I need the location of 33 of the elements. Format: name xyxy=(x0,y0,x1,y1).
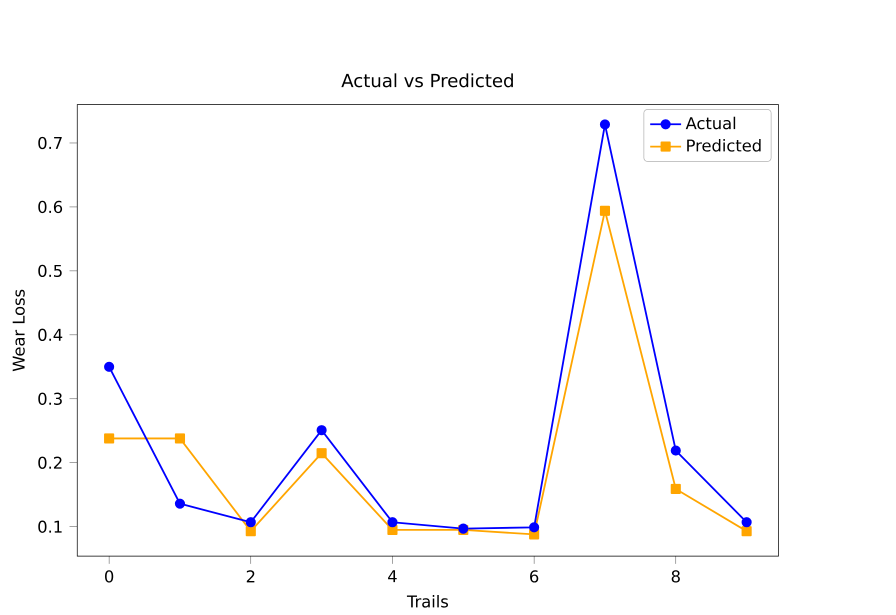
y-tick-label: 0.1 xyxy=(38,520,62,533)
y-tick-label: 0.2 xyxy=(38,456,62,469)
y-tick-label: 0.6 xyxy=(38,200,62,213)
point xyxy=(104,433,114,444)
point xyxy=(174,433,186,444)
point xyxy=(174,498,186,509)
y-tick-label: 0.4 xyxy=(38,328,62,341)
y-tick-label: 0.3 xyxy=(38,392,62,405)
point xyxy=(600,119,610,130)
point xyxy=(670,484,681,494)
point xyxy=(246,526,256,536)
point xyxy=(246,516,256,528)
point xyxy=(529,522,540,532)
x-tick-label: 0 xyxy=(105,570,114,582)
point xyxy=(387,516,398,528)
point xyxy=(742,516,752,528)
point xyxy=(316,424,327,436)
point xyxy=(670,445,681,456)
y-tick-label: 0.5 xyxy=(38,264,62,277)
x-tick-label: 8 xyxy=(672,570,680,582)
x-tick-label: 6 xyxy=(530,570,538,582)
point xyxy=(316,448,327,458)
x-axis-title: Trails xyxy=(406,594,448,608)
point xyxy=(742,526,752,536)
y-axis-title: Wear Loss xyxy=(12,290,25,372)
chart-title: Actual vs Predicted xyxy=(341,73,513,88)
legend-label: Actual xyxy=(686,116,736,130)
point xyxy=(600,206,610,216)
x-tick-label: 4 xyxy=(388,570,397,582)
x-tick-label: 2 xyxy=(246,570,254,582)
point xyxy=(104,362,114,372)
legend-label: Predicted xyxy=(687,138,761,152)
y-tick-label: 0.7 xyxy=(38,136,62,149)
